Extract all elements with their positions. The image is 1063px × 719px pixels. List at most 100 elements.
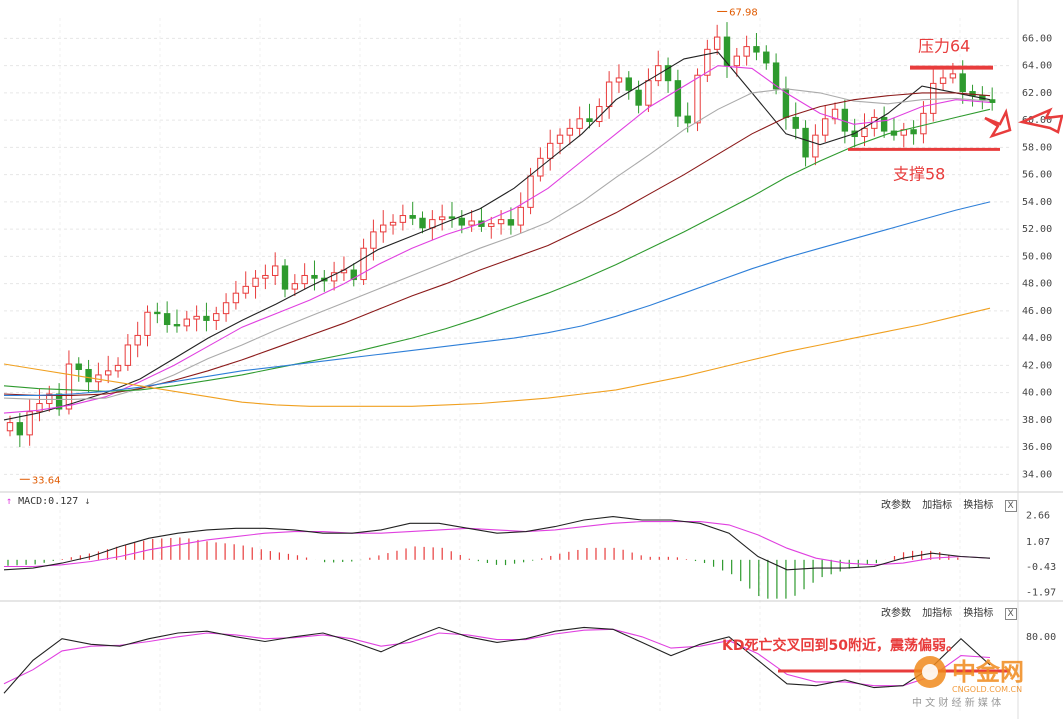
up-arrow-icon: ↑	[6, 496, 13, 507]
down-arrow-icon: ↓	[84, 496, 91, 507]
candle-body	[105, 370, 112, 376]
candle-body	[743, 46, 750, 57]
candle-body	[497, 219, 505, 225]
y-tick-label: 66.00	[1022, 33, 1052, 44]
high-price-label: 67.98	[729, 7, 758, 18]
candle-body	[939, 77, 947, 84]
candle-body	[684, 115, 691, 124]
candle-body	[144, 311, 151, 336]
kd-switch-indicator-button[interactable]: 换指标	[963, 608, 994, 619]
y-tick-label: 42.00	[1022, 360, 1052, 371]
macd-tick-label: 1.07	[1026, 537, 1050, 548]
candle-body	[173, 324, 181, 327]
kd-d-line	[3, 628, 991, 687]
kd-close-icon[interactable]: X	[1004, 608, 1017, 620]
candle-body	[203, 315, 210, 321]
candle-body	[16, 422, 24, 436]
macd-dea-line	[4, 521, 991, 568]
candle-body	[763, 51, 770, 64]
candle-body	[802, 127, 809, 158]
macd-readout: MACD:0.127	[18, 496, 79, 507]
candle-body	[311, 274, 318, 279]
moving-averages	[3, 51, 991, 421]
candle-body	[959, 73, 966, 93]
candle-body	[281, 265, 289, 290]
candle-body	[822, 118, 829, 136]
candle-body	[350, 269, 357, 281]
candle-body	[399, 215, 407, 223]
candle-body	[448, 216, 456, 219]
candle-body	[26, 411, 33, 436]
candle-body	[409, 215, 416, 219]
candle-body	[586, 118, 593, 123]
macd-switch-indicator-button[interactable]: 换指标	[963, 500, 994, 511]
candlesticks	[6, 22, 996, 448]
candle-body	[438, 216, 446, 221]
y-tick-label: 58.00	[1022, 142, 1052, 153]
candle-body	[517, 206, 524, 226]
low-price-label: 33.64	[32, 475, 61, 486]
candle-body	[625, 77, 632, 91]
candle-body	[635, 89, 642, 106]
candle-body	[674, 80, 682, 117]
kd-edit-params-button[interactable]: 改参数	[881, 608, 911, 619]
macd-add-indicator-button[interactable]: 加指标	[922, 500, 953, 511]
candle-body	[920, 112, 927, 135]
candle-body	[114, 364, 122, 372]
candle-body	[222, 302, 230, 315]
kd-add-indicator-button[interactable]: 加指标	[922, 608, 953, 619]
candle-body	[183, 318, 190, 327]
macd-tick-label: -0.43	[1026, 562, 1056, 573]
moving-average-line	[3, 51, 991, 421]
candle-body	[880, 116, 888, 132]
candle-body	[193, 315, 200, 320]
candle-body	[910, 129, 917, 135]
candle-body	[772, 62, 780, 90]
y-tick-label: 52.00	[1022, 224, 1052, 235]
y-tick-label: 38.00	[1022, 415, 1052, 426]
candle-body	[556, 134, 564, 144]
candle-body	[507, 219, 515, 226]
candle-body	[154, 311, 161, 315]
kd-k-line	[3, 626, 991, 694]
candle-body	[605, 81, 613, 108]
candle-body	[792, 116, 799, 129]
kd-toolbar: 改参数 加指标 换指标 X	[873, 604, 1017, 620]
candle-body	[85, 368, 92, 383]
candle-body	[861, 127, 868, 138]
y-tick-label: 56.00	[1022, 170, 1052, 181]
candle-body	[330, 272, 338, 282]
candle-body	[615, 77, 623, 83]
candle-body	[232, 292, 240, 304]
moving-average-line	[3, 65, 991, 414]
kd-annotation: KD死亡交叉回到50附近，震荡偏弱。	[722, 637, 960, 654]
candle-body	[468, 220, 475, 226]
watermark-graphic: 中金网 CNGOLD.COM.CN 中 文 财 经 新 媒 体	[912, 656, 1024, 709]
candle-body	[163, 313, 171, 326]
candle-body	[753, 46, 760, 53]
candle-body	[812, 134, 819, 158]
candle-body	[488, 223, 495, 227]
candle-body	[694, 74, 701, 124]
candle-body	[930, 82, 937, 114]
candle-body	[419, 217, 426, 229]
main-annotations: 67.98 33.64 压力64 支撑58	[19, 7, 1063, 486]
resistance-label: 压力64	[918, 37, 970, 56]
candle-body	[134, 334, 141, 346]
y-tick-label: 62.00	[1022, 88, 1052, 99]
candle-body	[360, 247, 367, 281]
candle-body	[841, 108, 849, 132]
macd-edit-params-button[interactable]: 改参数	[881, 500, 911, 511]
y-tick-label: 60.00	[1022, 115, 1052, 126]
kd-tick-label: 80.00	[1026, 632, 1056, 643]
macd-toolbar: 改参数 加指标 换指标 X	[873, 496, 1017, 512]
y-tick-label: 44.00	[1022, 333, 1052, 344]
candle-body	[645, 80, 652, 106]
candle-body	[733, 55, 741, 67]
candle-body	[723, 36, 731, 67]
macd-close-icon[interactable]: X	[1004, 500, 1017, 512]
candle-body	[291, 283, 299, 290]
candle-body	[664, 65, 672, 82]
candle-body	[36, 403, 43, 413]
